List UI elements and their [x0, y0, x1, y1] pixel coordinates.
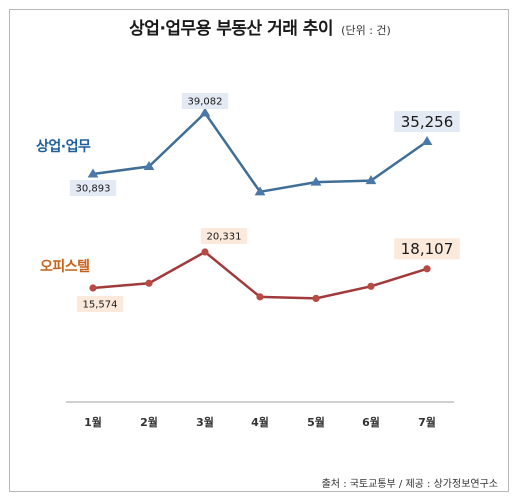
series-line-commercial: [92, 111, 428, 194]
data-label: 39,082: [188, 97, 223, 108]
data-point-marker: [256, 293, 264, 301]
x-tick-label: 2월: [140, 415, 158, 429]
source-note: 출처 : 국토교통부 / 제공 : 상가정보연구소: [321, 479, 498, 490]
x-tick-label: 7월: [418, 415, 436, 429]
x-tick-label: 6월: [362, 415, 380, 429]
unit-text: (단위 : 건): [341, 24, 391, 37]
x-tick-label: 4월: [251, 415, 269, 429]
series-line-officetel: [92, 250, 428, 300]
data-point-marker: [310, 176, 322, 186]
data-point-marker: [254, 186, 266, 196]
x-tick-label: 3월: [196, 415, 214, 429]
chart-title: 상업·업무용 부동산 거래 추이 (단위 : 건): [0, 14, 520, 39]
data-label: 30,893: [76, 184, 111, 195]
series-label-commercial: 상업·업무: [36, 139, 91, 155]
data-point-marker: [312, 294, 320, 302]
data-label-box: [394, 110, 460, 132]
data-label-box: [69, 180, 117, 196]
data-point-marker: [367, 282, 375, 290]
data-point-marker: [89, 284, 97, 292]
data-label-box: [394, 238, 460, 260]
data-label: 20,331: [207, 232, 242, 243]
data-point-marker: [423, 265, 431, 273]
data-point-marker: [365, 175, 377, 185]
data-point-marker: [421, 136, 433, 145]
data-label: 18,107: [401, 240, 454, 258]
data-label: 35,256: [401, 113, 454, 131]
x-tick-label: 1월: [84, 415, 102, 429]
series-label-officetel: 오피스텔: [40, 259, 90, 275]
data-point-marker: [145, 279, 153, 287]
data-point-marker: [199, 107, 211, 117]
data-label-box: [181, 93, 229, 109]
x-tick-label: 5월: [307, 415, 325, 429]
data-point-marker: [201, 248, 209, 256]
data-label-box: [200, 228, 248, 244]
data-point-marker: [87, 168, 99, 178]
data-label: 15,574: [83, 300, 118, 311]
data-label-box: [76, 296, 124, 312]
data-point-marker: [143, 161, 155, 170]
title-text: 상업·업무용 부동산 거래 추이: [129, 19, 334, 39]
